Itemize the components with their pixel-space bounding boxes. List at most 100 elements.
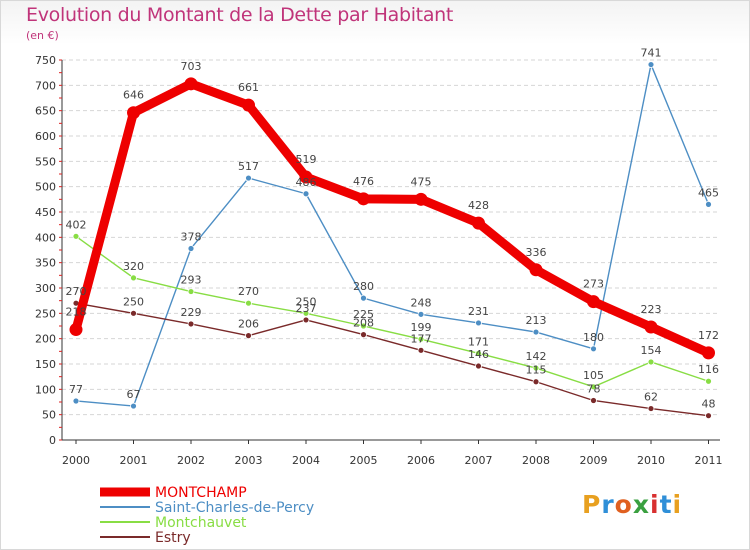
data-label: 77 (69, 383, 83, 396)
data-label: 78 (587, 382, 601, 395)
data-point (417, 346, 425, 354)
logo-letter: r (601, 490, 615, 519)
x-tick-label: 2011 (695, 454, 723, 467)
data-label: 248 (411, 296, 432, 309)
x-tick-label: 2007 (465, 454, 493, 467)
data-point (184, 77, 198, 91)
data-point (245, 299, 252, 307)
data-point (187, 245, 195, 252)
data-point (644, 320, 658, 334)
data-point (475, 319, 482, 327)
y-tick-label: 450 (35, 206, 56, 219)
data-label: 250 (296, 295, 317, 308)
data-point (414, 192, 428, 206)
data-point (532, 364, 540, 372)
data-point (647, 405, 655, 412)
data-point (360, 294, 367, 302)
data-label: 116 (698, 363, 719, 376)
data-point (72, 232, 80, 240)
data-point (472, 216, 485, 230)
data-point (647, 358, 655, 366)
legend-label: Montchauvet (155, 515, 247, 531)
data-label: 237 (296, 302, 317, 315)
data-label: 293 (181, 274, 202, 287)
data-point (590, 345, 597, 353)
x-tick-label: 2010 (637, 454, 665, 467)
data-label: 213 (526, 314, 547, 327)
data-label: 320 (123, 260, 144, 273)
data-point (242, 98, 255, 112)
logo-letter: x (632, 490, 650, 519)
legend-label: Estry (155, 530, 191, 546)
data-point (532, 328, 540, 336)
series-line (75, 63, 710, 407)
logo-letter: o (614, 490, 633, 519)
data-point (187, 288, 195, 295)
data-label: 273 (583, 278, 604, 291)
y-tick-label: 650 (35, 105, 56, 118)
data-label: 206 (238, 318, 259, 331)
data-label: 517 (238, 160, 259, 173)
data-label: 62 (644, 391, 658, 404)
data-label: 105 (583, 369, 604, 382)
data-label: 476 (353, 175, 374, 188)
data-label: 154 (641, 344, 662, 357)
data-label: 199 (411, 321, 432, 334)
data-label: 218 (66, 306, 87, 319)
data-point (127, 106, 140, 120)
x-tick-label: 2005 (350, 454, 378, 467)
data-point (245, 332, 252, 340)
data-label: 172 (698, 329, 719, 342)
data-point (360, 331, 367, 339)
data-label: 229 (181, 306, 202, 319)
y-tick-label: 600 (35, 130, 56, 143)
data-label: 48 (702, 398, 716, 411)
data-point (475, 362, 482, 370)
data-label: 402 (66, 218, 87, 231)
series-line (75, 235, 710, 388)
series-lines (69, 61, 715, 420)
data-point (587, 295, 600, 309)
series-line (75, 302, 710, 417)
data-label: 146 (468, 348, 489, 361)
data-point (417, 335, 425, 343)
data-point (302, 316, 310, 324)
x-tick-label: 2003 (235, 454, 263, 467)
data-point (475, 349, 482, 357)
data-label: 177 (411, 332, 432, 345)
chart-title: Evolution du Montant de la Dette par Hab… (26, 4, 454, 26)
legend-label: MONTCHAMP (155, 485, 247, 501)
data-point (702, 346, 715, 360)
y-tick-label: 700 (35, 79, 56, 92)
data-label: 225 (353, 308, 374, 321)
legend-label: Saint-Charles-de-Percy (155, 500, 314, 516)
y-tick-label: 250 (35, 307, 56, 320)
x-tick-label: 2008 (522, 454, 550, 467)
data-point (69, 323, 83, 337)
data-point (360, 322, 367, 330)
data-label: 270 (66, 285, 87, 298)
x-tick-label: 2009 (580, 454, 608, 467)
data-point (647, 61, 655, 68)
data-label: 280 (353, 280, 374, 293)
data-label: 336 (526, 246, 547, 259)
data-point (529, 263, 543, 277)
x-tick-label: 2002 (177, 454, 205, 467)
data-label: 115 (526, 364, 547, 377)
y-tick-label: 750 (35, 54, 56, 67)
logo-letter: i (672, 490, 683, 519)
data-point (130, 274, 137, 282)
data-label: 180 (583, 331, 604, 344)
data-point (72, 397, 80, 405)
logo-letter: t (659, 490, 673, 519)
y-tick-label: 200 (35, 333, 56, 346)
data-label: 208 (353, 317, 374, 330)
data-labels: 218 646 703 661 519 476 475 428 336 273 223 172 77 67… (66, 47, 720, 411)
data-label: 646 (123, 89, 144, 102)
y-tick-label: 350 (35, 257, 56, 270)
data-point (130, 402, 137, 410)
logo-letter: P (582, 490, 602, 519)
data-point (187, 320, 195, 328)
data-label: 741 (641, 47, 662, 60)
